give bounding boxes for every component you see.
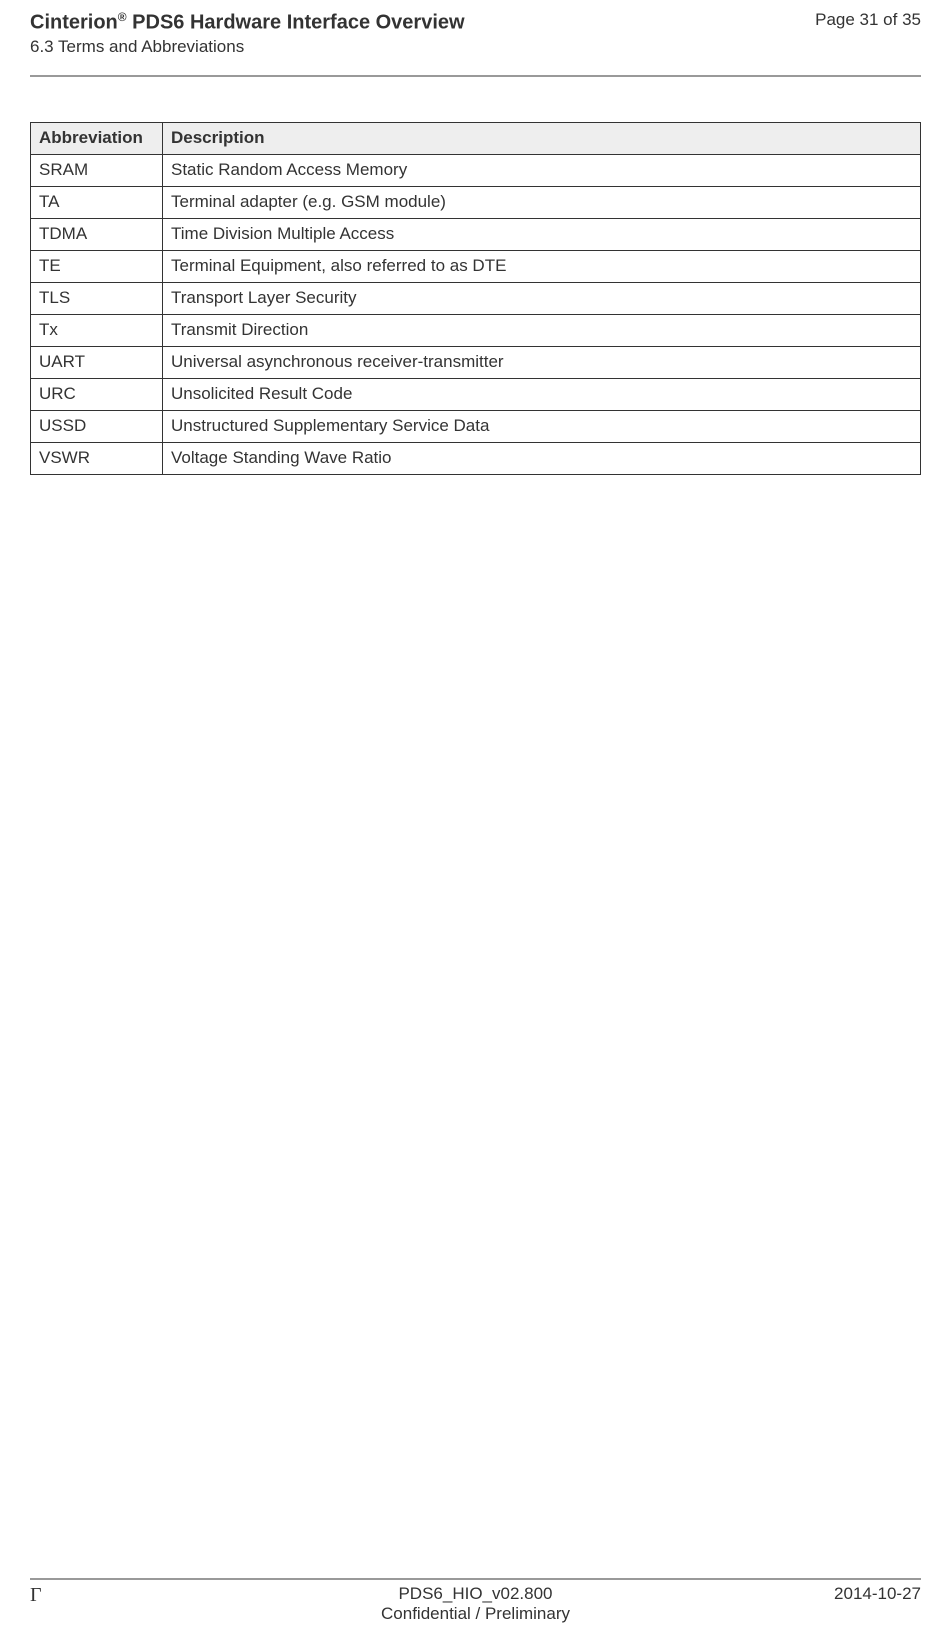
footer-center: PDS6_HIO_v02.800 Confidential / Prelimin… (180, 1584, 771, 1624)
cell-abbr: URC (31, 378, 163, 410)
cell-abbr: SRAM (31, 154, 163, 186)
cell-abbr: Tx (31, 314, 163, 346)
cell-desc: Transmit Direction (163, 314, 921, 346)
table-row: TxTransmit Direction (31, 314, 921, 346)
doc-title: Cinterion® PDS6 Hardware Interface Overv… (30, 10, 465, 35)
table-row: URCUnsolicited Result Code (31, 378, 921, 410)
table-row: TETerminal Equipment, also referred to a… (31, 250, 921, 282)
table-header-row: Abbreviation Description (31, 122, 921, 154)
footer-left: Γ (30, 1584, 180, 1607)
cell-abbr: UART (31, 346, 163, 378)
cell-desc: Unstructured Supplementary Service Data (163, 410, 921, 442)
footer-classification: Confidential / Preliminary (180, 1604, 771, 1624)
abbreviations-table: Abbreviation Description SRAMStatic Rand… (30, 122, 921, 475)
cell-desc: Time Division Multiple Access (163, 218, 921, 250)
cell-abbr: USSD (31, 410, 163, 442)
table-row: SRAMStatic Random Access Memory (31, 154, 921, 186)
cell-desc: Static Random Access Memory (163, 154, 921, 186)
table-row: UARTUniversal asynchronous receiver-tran… (31, 346, 921, 378)
footer-row: Γ PDS6_HIO_v02.800 Confidential / Prelim… (30, 1584, 921, 1624)
cell-desc: Voltage Standing Wave Ratio (163, 442, 921, 474)
title-prefix: Cinterion (30, 12, 118, 34)
footer-rule (30, 1578, 921, 1580)
cell-desc: Transport Layer Security (163, 282, 921, 314)
title-suffix: PDS6 Hardware Interface Overview (127, 12, 465, 34)
cell-abbr: TLS (31, 282, 163, 314)
table-row: TATerminal adapter (e.g. GSM module) (31, 186, 921, 218)
cell-desc: Terminal Equipment, also referred to as … (163, 250, 921, 282)
page-header: Cinterion® PDS6 Hardware Interface Overv… (0, 0, 951, 65)
table-row: TDMATime Division Multiple Access (31, 218, 921, 250)
title-registered: ® (118, 10, 127, 24)
table-row: VSWRVoltage Standing Wave Ratio (31, 442, 921, 474)
page: Cinterion® PDS6 Hardware Interface Overv… (0, 0, 951, 1642)
cell-desc: Terminal adapter (e.g. GSM module) (163, 186, 921, 218)
cell-abbr: TE (31, 250, 163, 282)
page-indicator: Page 31 of 35 (815, 10, 921, 30)
col-header-description: Description (163, 122, 921, 154)
header-row: Cinterion® PDS6 Hardware Interface Overv… (30, 10, 921, 35)
footer-doc-id: PDS6_HIO_v02.800 (180, 1584, 771, 1604)
cell-abbr: TDMA (31, 218, 163, 250)
section-subtitle: 6.3 Terms and Abbreviations (30, 37, 921, 57)
content-area: Abbreviation Description SRAMStatic Rand… (0, 77, 951, 475)
cell-abbr: VSWR (31, 442, 163, 474)
page-footer: Γ PDS6_HIO_v02.800 Confidential / Prelim… (30, 1578, 921, 1624)
cell-abbr: TA (31, 186, 163, 218)
cell-desc: Unsolicited Result Code (163, 378, 921, 410)
footer-date: 2014-10-27 (771, 1584, 921, 1604)
col-header-abbreviation: Abbreviation (31, 122, 163, 154)
cell-desc: Universal asynchronous receiver-transmit… (163, 346, 921, 378)
table-row: TLSTransport Layer Security (31, 282, 921, 314)
table-row: USSDUnstructured Supplementary Service D… (31, 410, 921, 442)
